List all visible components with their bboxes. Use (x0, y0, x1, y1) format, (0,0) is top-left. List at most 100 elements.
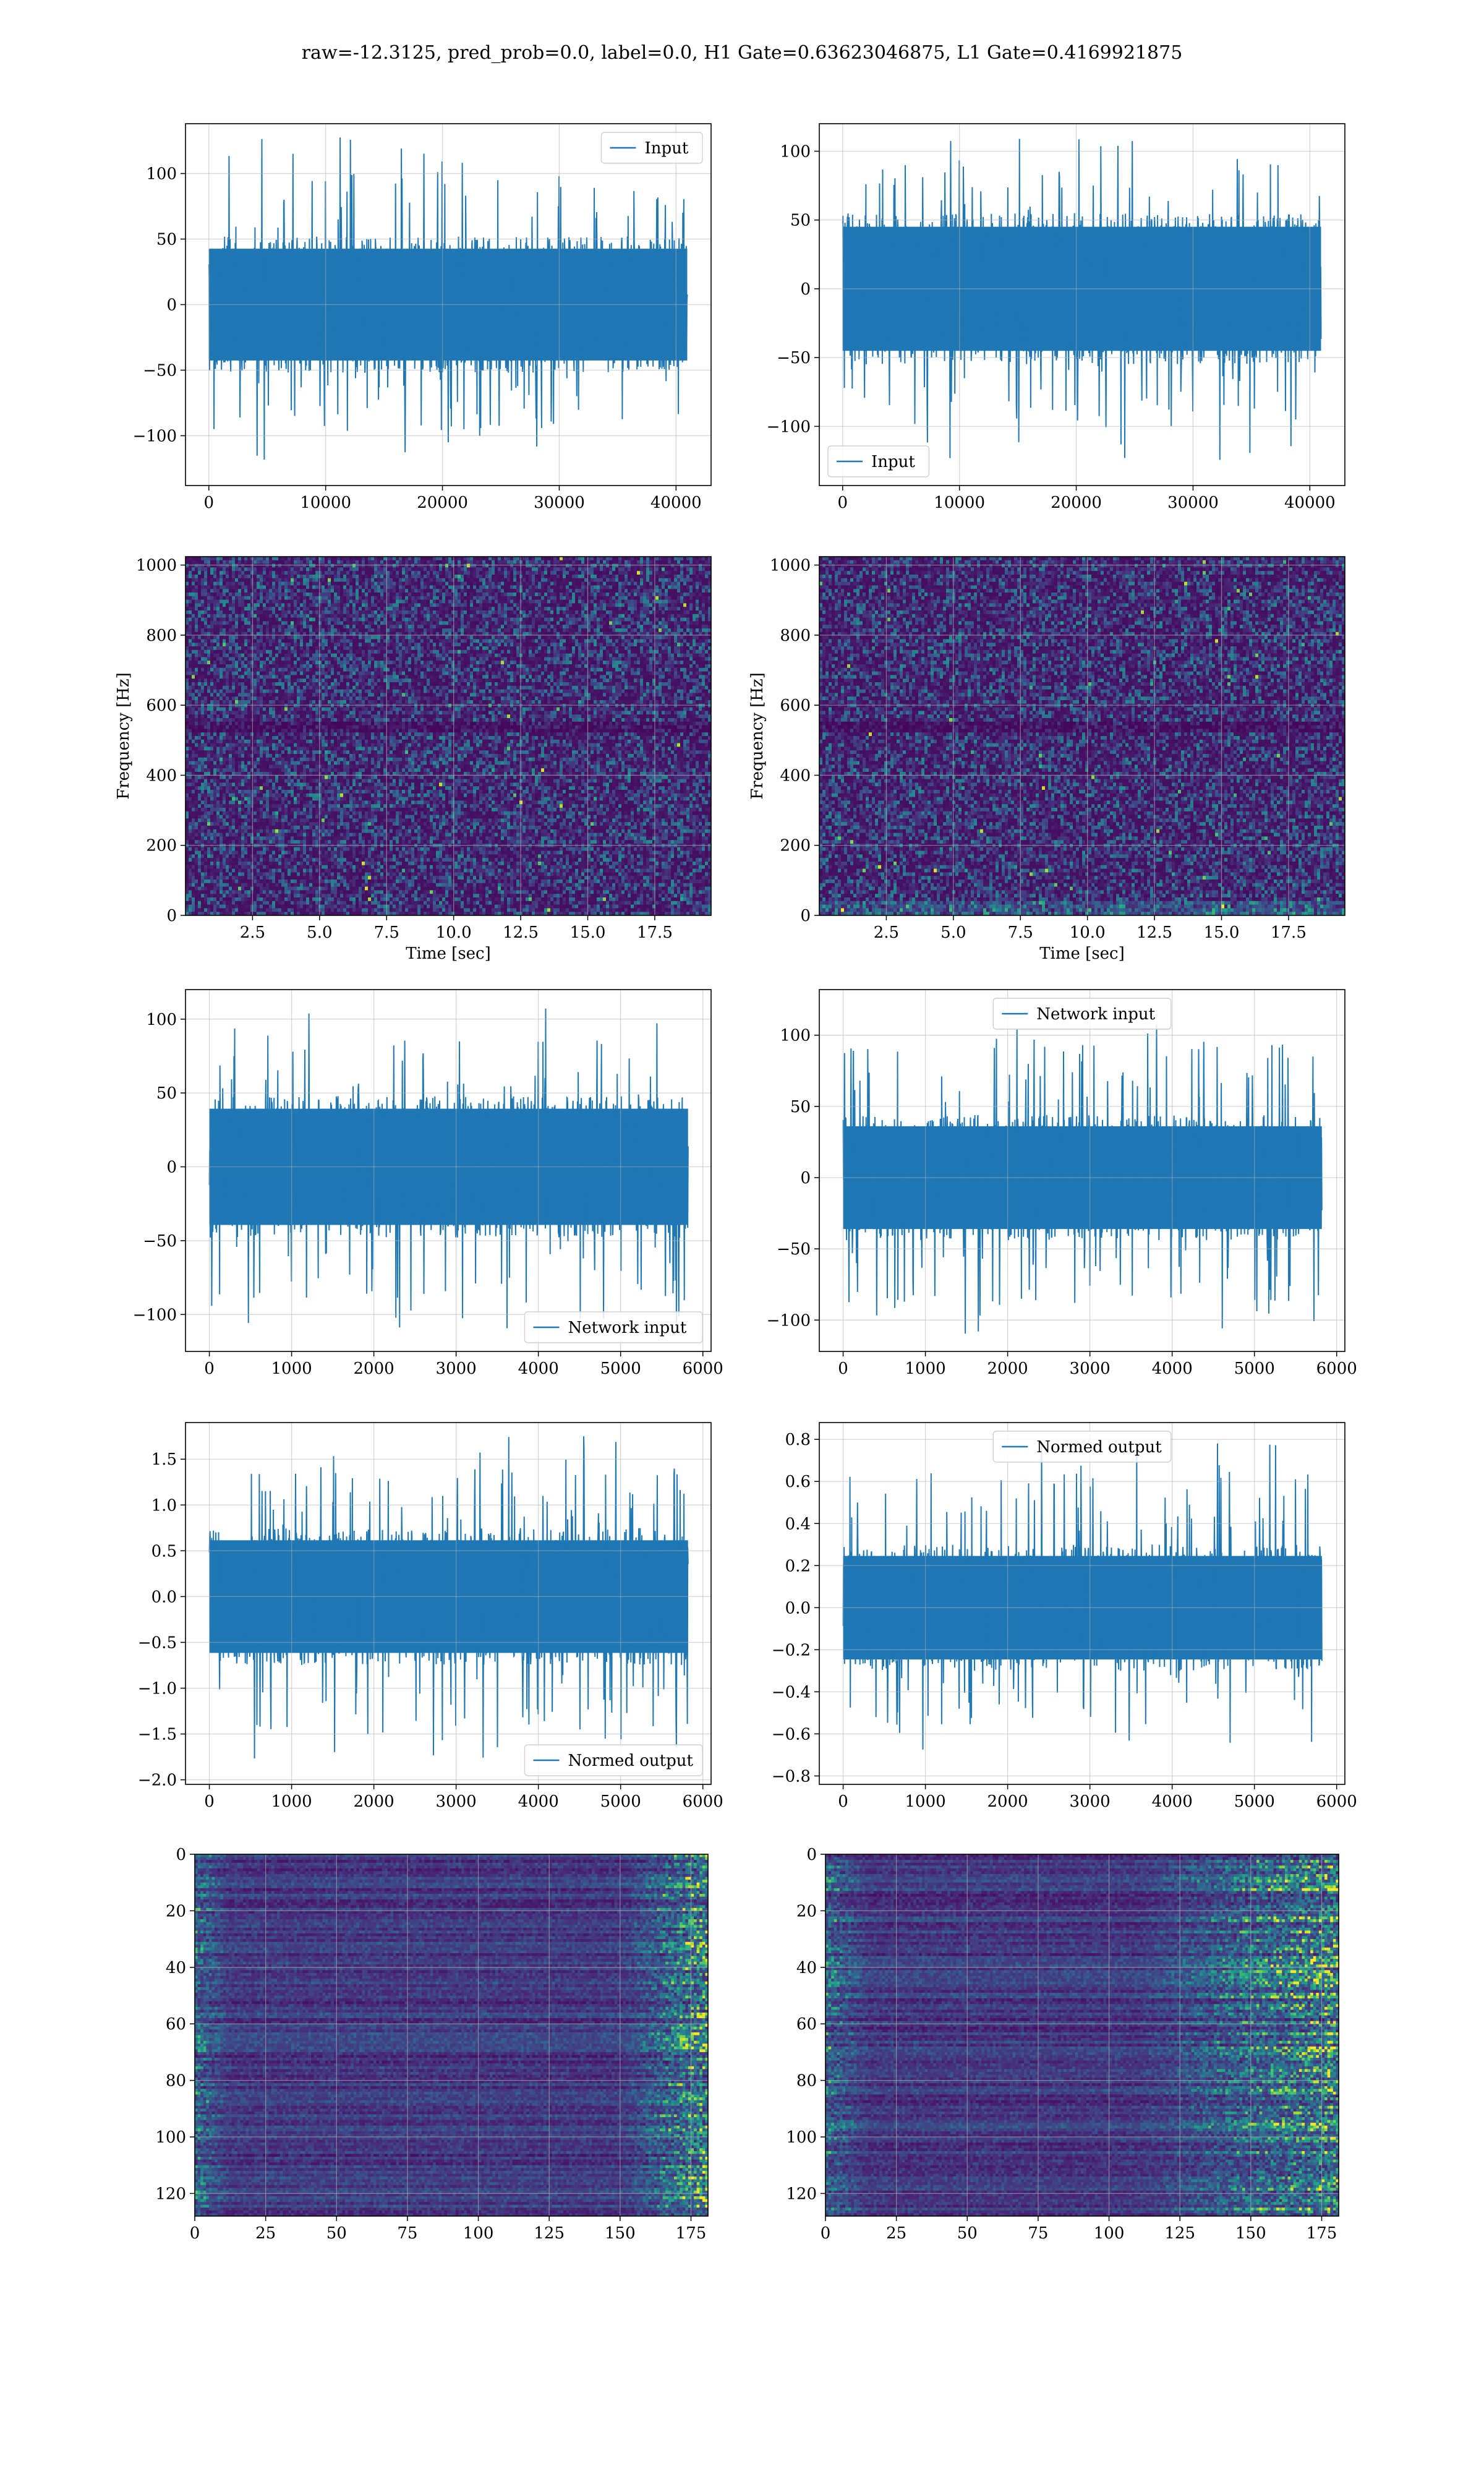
input-h1-ytick-label: 100 (146, 165, 177, 184)
normed-output-h1-xtick-label: 1000 (271, 1792, 312, 1811)
network-input-h1-plot-area (210, 1009, 688, 1329)
normed-output-l1-chart: 0 1000 2000 3000 4000 5000 6000−0.8−0.6−0.4−0.… (819, 1423, 1345, 1784)
spectrogram-l1-ytick-label: 0 (800, 907, 811, 925)
spectrogram-h1-xtick-label: 5.0 (307, 923, 332, 942)
network-input-l1-chart: 0 1000 2000 3000 4000 5000 6000−100−50050100Ne… (819, 990, 1345, 1351)
normed-output-h1-ytick-label: −1.5 (138, 1726, 177, 1744)
spectrogram-h1-xtick-label: 7.5 (374, 923, 399, 942)
spectrogram-h1-xtick-label: 10.0 (436, 923, 472, 942)
spectrogram-l1-xtick-label: 12.5 (1136, 923, 1172, 942)
network-input-l1-ytick-label: −100 (767, 1311, 811, 1330)
feature-map-l1-ytick-label: 20 (796, 1902, 817, 1920)
normed-output-h1-legend-label: Normed output (568, 1752, 694, 1770)
normed-output-l1-ytick-label: 0.0 (785, 1599, 811, 1617)
normed-output-l1-ytick-label: −0.2 (772, 1641, 811, 1659)
network-input-l1-xtick-label: 3000 (1070, 1359, 1111, 1378)
spectrogram-l1-ytick-label: 400 (780, 766, 811, 785)
normed-output-l1-legend: Normed output (993, 1431, 1171, 1462)
input-l1-plot-area (843, 139, 1321, 460)
spectrogram-h1-plot-area (186, 557, 712, 916)
feature-map-l1-ytick-label: 60 (796, 2015, 817, 2034)
normed-output-l1-xtick-label: 2000 (987, 1792, 1028, 1811)
feature-map-l1-ytick-label: 80 (796, 2072, 817, 2091)
feature-map-l1-xtick-label: 175 (1307, 2224, 1337, 2243)
feature-map-l1-xtick-label: 75 (1028, 2224, 1048, 2243)
input-h1-xtick-label: 30000 (534, 494, 585, 512)
spectrogram-h1-ytick-label: 800 (146, 627, 177, 645)
network-input-l1-plot-area (843, 1025, 1322, 1334)
normed-output-l1-ytick-label: 0.4 (785, 1515, 811, 1533)
normed-output-l1-plot-area (843, 1441, 1322, 1750)
input-h1-xtick-label: 40000 (650, 494, 702, 512)
normed-output-h1-xtick-label: 4000 (518, 1792, 559, 1811)
network-input-h1-ytick-label: 50 (156, 1084, 177, 1103)
feature-map-l1-xtick-label: 0 (821, 2224, 831, 2243)
network-input-l1-legend-label: Network input (1036, 1005, 1155, 1024)
spectrogram-l1-chart: 2.5 5.0 7.5 10.0 12.5 15.0 17.5020040060080010… (819, 557, 1345, 915)
input-l1-xtick-label: 20000 (1051, 494, 1102, 512)
normed-output-h1-xtick-label: 3000 (436, 1792, 477, 1811)
spectrogram-h1-xlabel: Time [sec] (406, 944, 491, 963)
input-l1-legend-label: Input (871, 453, 915, 471)
network-input-h1-legend: Network input (525, 1312, 703, 1343)
input-l1-legend: Input (828, 446, 929, 477)
spectrogram-l1-ytick-label: 1000 (770, 557, 811, 575)
network-input-l1-xtick-label: 2000 (987, 1359, 1028, 1378)
spectrogram-h1-xtick-label: 17.5 (637, 923, 673, 942)
input-l1-xtick-label: 10000 (934, 494, 985, 512)
normed-output-l1-xtick-label: 3000 (1070, 1792, 1111, 1811)
input-h1-legend-label: Input (645, 139, 689, 158)
network-input-l1-xtick-label: 4000 (1152, 1359, 1193, 1378)
feature-map-h1-ytick-label: 0 (176, 1846, 186, 1864)
feature-map-l1-xtick-label: 150 (1235, 2224, 1266, 2243)
feature-map-l1-xtick-label: 100 (1094, 2224, 1125, 2243)
spectrogram-h1-xtick-label: 2.5 (240, 923, 265, 942)
spectrogram-l1-xtick-label: 5.0 (940, 923, 966, 942)
normed-output-h1-ytick-label: 1.0 (151, 1496, 177, 1515)
spectrogram-l1-xlabel: Time [sec] (1039, 944, 1125, 963)
network-input-h1-ytick-label: 100 (146, 1011, 177, 1029)
input-l1-xtick-label: 40000 (1284, 494, 1336, 512)
spectrogram-h1-ytick-label: 600 (146, 696, 177, 715)
network-input-l1-xtick-label: 6000 (1316, 1359, 1357, 1378)
normed-output-l1-legend-label: Normed output (1036, 1438, 1162, 1457)
input-l1-ytick-label: −50 (777, 349, 811, 367)
spectrogram-l1-plot-area (819, 557, 1345, 916)
network-input-l1-ytick-label: 50 (790, 1098, 811, 1116)
feature-map-h1-ytick-label: 40 (166, 1959, 186, 1977)
feature-map-h1-plot-area (195, 1854, 709, 2217)
spectrogram-h1-ylabel: Frequency [Hz] (114, 672, 133, 800)
input-l1-ytick-label: 0 (800, 280, 811, 299)
normed-output-h1-ytick-label: 0.5 (151, 1542, 177, 1560)
feature-map-h1-xtick-label: 75 (397, 2224, 417, 2243)
normed-output-h1-ytick-label: 1.5 (151, 1450, 177, 1469)
network-input-h1-series-line (210, 1009, 688, 1329)
spectrogram-l1-ytick-label: 600 (780, 696, 811, 715)
network-input-l1-xtick-label: 5000 (1234, 1359, 1275, 1378)
normed-output-h1-xtick-label: 2000 (354, 1792, 394, 1811)
normed-output-l1-ytick-label: 0.8 (785, 1431, 811, 1449)
feature-map-h1-xtick-label: 175 (676, 2224, 707, 2243)
network-input-h1-xtick-label: 4000 (518, 1359, 559, 1378)
input-h1-legend: Input (602, 132, 703, 163)
network-input-h1-ytick-label: −50 (143, 1232, 177, 1251)
figure-title: raw=-12.3125, pred_prob=0.0, label=0.0, … (0, 42, 1484, 64)
network-input-l1-ytick-label: 0 (800, 1169, 811, 1188)
network-input-h1-xtick-label: 1000 (271, 1359, 312, 1378)
feature-map-l1-xtick-label: 125 (1164, 2224, 1195, 2243)
normed-output-l1-xtick-label: 5000 (1234, 1792, 1275, 1811)
feature-map-h1-xtick-label: 100 (463, 2224, 494, 2243)
spectrogram-h1-chart: 2.5 5.0 7.5 10.0 12.5 15.0 17.5020040060080010… (186, 557, 711, 915)
spectrogram-h1-ytick-label: 400 (146, 766, 177, 785)
normed-output-l1-ytick-label: −0.8 (772, 1767, 811, 1786)
input-l1-xtick-label: 30000 (1167, 494, 1219, 512)
network-input-h1-ytick-label: 0 (166, 1158, 177, 1177)
input-l1-ytick-label: −100 (767, 417, 811, 436)
normed-output-l1-ytick-label: 0.6 (785, 1473, 811, 1491)
network-input-h1-xtick-label: 3000 (436, 1359, 477, 1378)
feature-map-h1-ytick-label: 100 (155, 2128, 186, 2147)
